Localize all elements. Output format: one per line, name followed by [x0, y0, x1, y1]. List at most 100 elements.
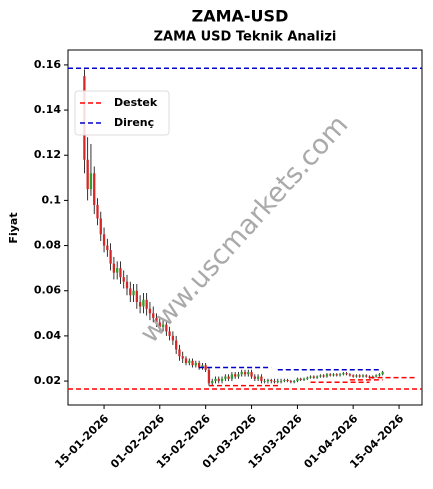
candle-body: [263, 381, 266, 382]
candle-body: [240, 372, 243, 375]
y-tick-label: 0.06: [34, 284, 61, 297]
candle-body: [345, 373, 348, 375]
candle-body: [299, 378, 302, 380]
plot-frame: [67, 49, 423, 406]
candle-body: [276, 381, 279, 383]
candle-body: [158, 322, 161, 327]
candle-body: [325, 374, 329, 377]
candle-body: [99, 218, 102, 235]
candle-body: [122, 277, 125, 282]
y-tick-label: 0.02: [34, 374, 61, 387]
candle-body: [207, 369, 211, 384]
candle-body: [220, 378, 224, 382]
x-tick-label: 15-01-2026: [52, 412, 111, 471]
candle-body: [181, 356, 184, 359]
candle-body: [116, 268, 119, 273]
candle-body: [374, 375, 378, 377]
candle-body: [102, 234, 106, 246]
candle-body: [152, 313, 155, 318]
candle-body: [332, 374, 335, 376]
candle-body: [132, 290, 135, 296]
candle-body: [352, 375, 355, 377]
candle-body: [217, 378, 220, 382]
candle-body: [125, 281, 129, 289]
candle-body: [286, 379, 289, 382]
candle-body: [250, 372, 253, 377]
candle-body: [365, 375, 368, 377]
candle-body: [309, 376, 312, 378]
candle-body: [315, 376, 319, 378]
watermark: www.uscmarkets.com: [134, 110, 354, 350]
candle-body: [279, 381, 283, 382]
candle-body: [145, 299, 148, 309]
candle-body: [171, 335, 175, 341]
candle-body: [211, 381, 214, 384]
candle-body: [260, 376, 263, 382]
legend-label: Destek: [114, 96, 158, 109]
candle-body: [348, 374, 352, 376]
candle-body: [253, 376, 256, 379]
candle-body: [93, 173, 96, 205]
candle-body: [355, 375, 358, 377]
candle-body: [329, 374, 332, 376]
legend-label: Direnç: [114, 116, 154, 129]
candle-body: [270, 379, 273, 382]
y-tick-label: 0.04: [34, 329, 61, 342]
candle-body: [148, 308, 152, 314]
candle-body: [161, 324, 165, 327]
chart-title: ZAMA-USD: [192, 7, 289, 26]
candle-body: [106, 245, 109, 251]
candle-body: [129, 288, 132, 296]
candle-body: [227, 376, 230, 379]
candle-body: [381, 372, 384, 375]
candle-body: [142, 299, 145, 307]
candle-body: [296, 378, 299, 382]
candle-body: [89, 173, 93, 190]
candle-body: [266, 379, 270, 382]
y-tick-label: 0.1: [42, 193, 62, 206]
candle-body: [175, 340, 178, 350]
candle-body: [230, 374, 234, 379]
candle-body: [155, 317, 158, 323]
candle-body: [234, 374, 237, 377]
candle-body: [243, 372, 247, 375]
candle-body: [184, 358, 188, 363]
y-axis-label: Fiyat: [7, 212, 20, 243]
candle-body: [302, 378, 306, 380]
legend-box: [74, 90, 170, 136]
candle-body: [358, 375, 361, 377]
candle-body: [237, 374, 240, 377]
candle-body: [283, 379, 286, 382]
candle-body: [312, 376, 315, 378]
y-tick-label: 0.08: [34, 239, 61, 252]
candle-body: [224, 376, 227, 379]
candle-body: [306, 377, 309, 379]
candle-body: [293, 381, 296, 383]
candle-body: [197, 362, 201, 368]
y-tick-label: 0.16: [34, 58, 61, 71]
candle-body: [119, 268, 122, 278]
candle-body: [96, 204, 99, 219]
candle-body: [191, 360, 194, 366]
candle-body: [319, 375, 322, 377]
candle-body: [168, 331, 171, 336]
candle-body: [135, 290, 138, 303]
candle-body: [165, 324, 168, 332]
candle-body: [289, 381, 293, 383]
candle-body: [361, 375, 365, 377]
candle-body: [204, 365, 207, 370]
candle-body: [194, 362, 197, 366]
candle-body: [273, 381, 276, 383]
candle-body: [112, 263, 116, 273]
y-tick-label: 0.14: [34, 103, 61, 116]
y-tick-label: 0.12: [34, 148, 61, 161]
candle-body: [256, 376, 260, 379]
candle-body: [214, 378, 217, 382]
candle-body: [338, 374, 342, 376]
candle-body: [342, 373, 345, 375]
candle-body: [378, 374, 381, 376]
candle-body: [109, 250, 112, 264]
candle-body: [178, 349, 181, 357]
candle-body: [201, 365, 204, 368]
